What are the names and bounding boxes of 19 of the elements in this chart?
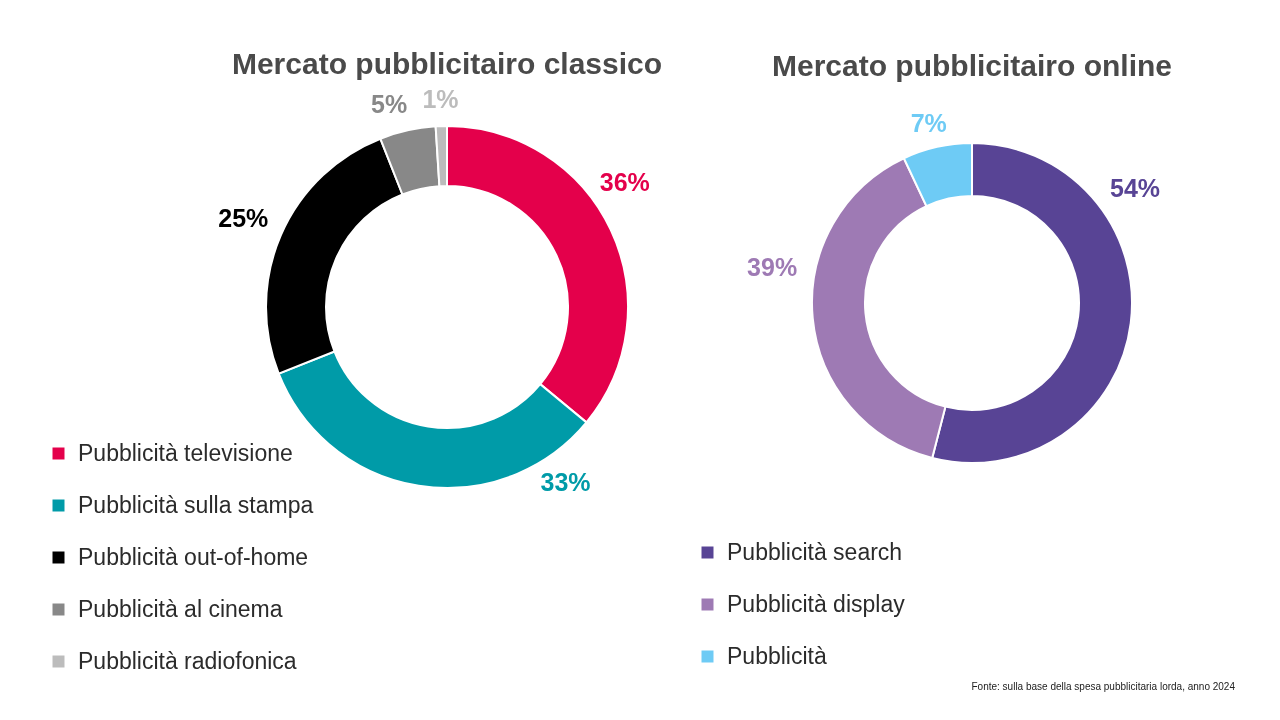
legend-label: Pubblicità display bbox=[727, 590, 906, 617]
legend-label: Pubblicità bbox=[727, 642, 827, 669]
legend-label: Pubblicità televisione bbox=[78, 439, 293, 466]
legend-label: Pubblicità al cinema bbox=[78, 595, 283, 622]
data-label: 25% bbox=[218, 203, 269, 232]
data-label: 1% bbox=[422, 85, 459, 114]
legend-label: Pubblicità out-of-home bbox=[78, 543, 309, 570]
legend-label: Pubblicità radiofonica bbox=[78, 647, 297, 674]
data-label: 7% bbox=[910, 109, 947, 138]
legend-label: Pubblicità sulla stampa bbox=[78, 491, 314, 518]
data-label: 33% bbox=[540, 467, 591, 496]
chart-title: Mercato pubblicitairo online bbox=[771, 49, 1173, 82]
data-label: 39% bbox=[747, 252, 798, 281]
source-note: Fonte: sulla base della spesa pubblicitaria lorda, anno 2024 bbox=[971, 681, 1236, 692]
chart-title: Mercato pubblicitairo classico bbox=[231, 47, 663, 81]
data-label: 54% bbox=[1109, 173, 1161, 202]
data-label: 36% bbox=[599, 167, 650, 196]
data-label: 5% bbox=[371, 90, 408, 119]
legend-label: Pubblicità search bbox=[727, 538, 903, 565]
